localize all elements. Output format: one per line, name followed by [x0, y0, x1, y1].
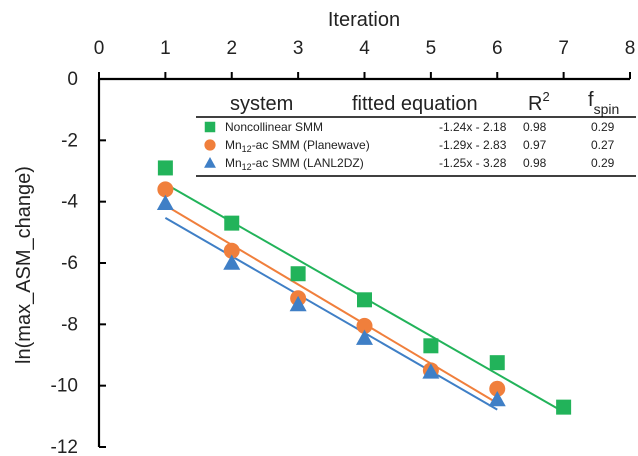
data-point-square: [423, 338, 439, 354]
legend-r2-value: 0.98: [523, 156, 547, 170]
legend-marker-triangle: [204, 157, 216, 168]
x-tick-label: 5: [426, 38, 437, 59]
y-tick-label: -12: [51, 437, 78, 456]
x-tick-label: 7: [558, 38, 569, 59]
axes: [97, 72, 631, 448]
legend-fspin-value: 0.27: [591, 138, 615, 152]
data-point-triangle: [422, 363, 440, 379]
x-tick-label: 6: [492, 38, 503, 59]
data-point-square: [357, 292, 372, 308]
fit-line-triangle: [164, 217, 498, 411]
data-point-triangle: [156, 194, 174, 210]
data-point-circle: [223, 242, 240, 259]
legend-r2-value: 0.98: [523, 120, 547, 134]
legend-system-label: Mn12-ac SMM (Planewave): [225, 138, 370, 154]
y-tick-label: -8: [61, 314, 78, 335]
data-point-triangle: [289, 295, 307, 312]
legend-equation: -1.29x - 2.83: [439, 138, 507, 152]
tick-labels: 0 1 2 3 4 5 6 7 8 0 -2 -4 -6 -8 -10 -12: [51, 38, 636, 456]
y-tick-label: -10: [51, 376, 78, 397]
fit-line-circle: [164, 204, 498, 405]
legend-system-label: Noncollinear SMM: [225, 120, 323, 134]
legend-system-label: Mn12-ac SMM (LANL2DZ): [225, 156, 364, 172]
data-point-circle: [489, 380, 506, 397]
x-axis-title: Iteration: [328, 9, 400, 31]
legend-marker-circle: [204, 139, 216, 151]
data-point-triangle: [356, 329, 373, 345]
legend-fspin-value: 0.29: [591, 156, 615, 170]
data-point-triangle: [488, 390, 506, 407]
legend-fspin-value: 0.29: [591, 120, 615, 134]
data-point-square: [224, 215, 240, 231]
data-point-square: [489, 355, 505, 371]
data-point-square: [556, 399, 572, 415]
legend-equation: -1.24x - 2.18: [439, 120, 507, 134]
y-tick-label: -2: [61, 130, 78, 151]
x-tick-label: 3: [293, 38, 304, 59]
legend-equation: -1.25x - 3.28: [439, 156, 507, 170]
x-tick-label: 4: [359, 38, 370, 59]
legend-r2-value: 0.97: [523, 138, 547, 152]
legend-header-system: system: [230, 93, 293, 115]
legend-header-r2: R2: [528, 89, 550, 115]
legend-header-fspin: fspin: [588, 89, 619, 117]
data-point-triangle: [223, 254, 241, 270]
data-point-square: [290, 266, 306, 282]
legend-header-equation: fitted equation: [352, 93, 478, 115]
data-point-circle: [356, 317, 373, 334]
x-tick-label: 0: [94, 38, 105, 59]
data-point-square: [157, 160, 173, 176]
y-tick-label: 0: [67, 69, 78, 90]
legend-table: system fitted equation R2 fspin Noncollinear…: [196, 89, 636, 177]
y-tick-label: -4: [61, 192, 78, 213]
x-tick-label: 1: [160, 38, 171, 59]
x-tick-label: 2: [226, 38, 237, 59]
y-axis-title: ln(max_ASM_change): [13, 166, 35, 364]
y-tick-label: -6: [61, 253, 78, 274]
legend-marker-square: [204, 121, 216, 133]
x-tick-label: 8: [625, 38, 636, 59]
data-point-circle: [157, 181, 174, 198]
data-points: [156, 160, 572, 415]
